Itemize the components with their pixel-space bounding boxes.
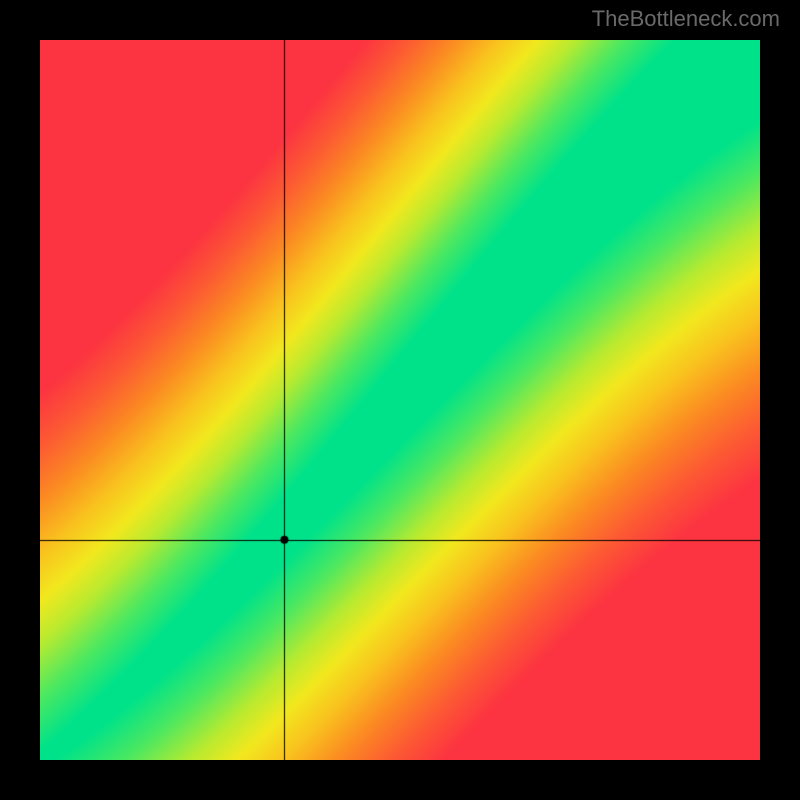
watermark-label: TheBottleneck.com <box>592 6 780 32</box>
heatmap-canvas <box>40 40 760 760</box>
bottleneck-heatmap <box>40 40 760 760</box>
